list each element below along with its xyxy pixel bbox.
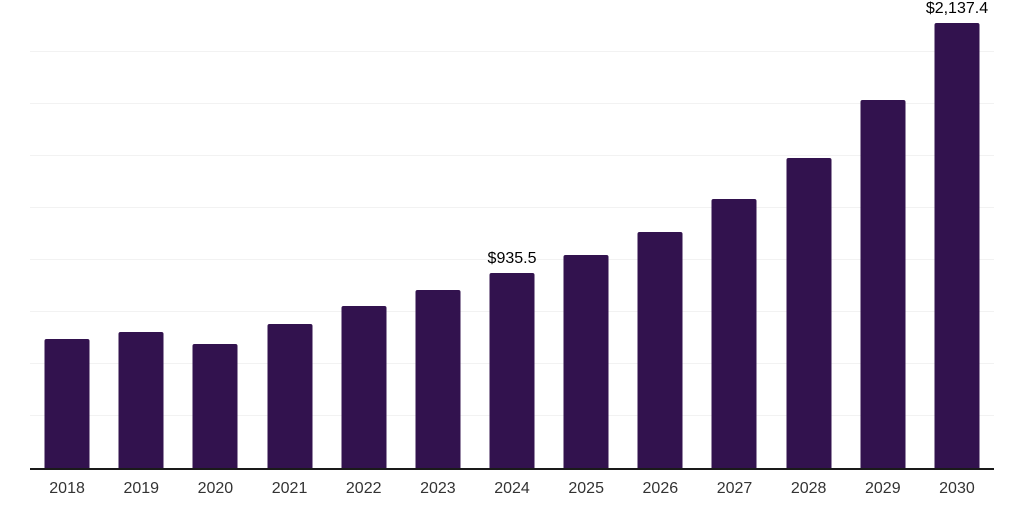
bar-slot: $935.5 <box>475 0 549 468</box>
bar-2019 <box>118 331 164 468</box>
bar-2026 <box>637 231 683 468</box>
bars-container: $935.5 $2,137.4 <box>30 0 994 468</box>
gridline <box>30 103 994 104</box>
bar-2023 <box>415 289 461 468</box>
bar-2027 <box>711 199 757 468</box>
x-tick-label: 2018 <box>49 480 85 497</box>
bar-value-label: $935.5 <box>487 250 537 268</box>
bar-2021 <box>267 323 313 468</box>
gridline <box>30 207 994 208</box>
bar-slot <box>623 0 697 468</box>
x-tick-label: 2023 <box>420 480 456 497</box>
x-tick-label: 2026 <box>642 480 679 497</box>
bar-2028 <box>786 157 832 468</box>
plot-area: $935.5 $2,137.4 <box>30 0 994 470</box>
x-tick-label: 2028 <box>790 480 827 497</box>
bar-2018 <box>44 339 90 468</box>
x-tick-label: 2019 <box>123 480 160 497</box>
x-tick-label: 2025 <box>568 480 604 497</box>
gridline <box>30 259 994 260</box>
bar-slot <box>772 0 846 468</box>
bar-slot <box>401 0 475 468</box>
bar-value-label: $2,137.4 <box>925 0 989 18</box>
bar-slot <box>104 0 178 468</box>
bar-slot <box>252 0 326 468</box>
bar-2029 <box>860 100 906 468</box>
gridline <box>30 51 994 52</box>
bar-slot <box>30 0 104 468</box>
bar-2030 <box>934 23 980 468</box>
x-tick-label: 2024 <box>494 480 530 497</box>
x-tick-label: 2027 <box>716 480 753 497</box>
bar-slot <box>846 0 920 468</box>
gridline <box>30 155 994 157</box>
x-axis-labels: 2018 2019 2020 2021 2022 2023 2024 2025 2026 2027… <box>30 480 994 498</box>
bar-slot <box>697 0 771 468</box>
bar-2024 <box>489 273 535 468</box>
bar-2025 <box>563 254 609 468</box>
x-tick-label: 2021 <box>271 480 308 497</box>
bar-2022 <box>341 305 387 468</box>
bar-slot: $2,137.4 <box>920 0 994 468</box>
x-tick-label: 2029 <box>865 480 901 497</box>
x-tick-label: 2022 <box>345 480 382 497</box>
x-tick-label: 2030 <box>939 480 975 497</box>
bar-slot <box>327 0 401 468</box>
bar-slot <box>549 0 623 468</box>
bar-2020 <box>192 344 238 468</box>
bar-slot <box>178 0 252 468</box>
x-tick-label: 2020 <box>197 480 234 497</box>
